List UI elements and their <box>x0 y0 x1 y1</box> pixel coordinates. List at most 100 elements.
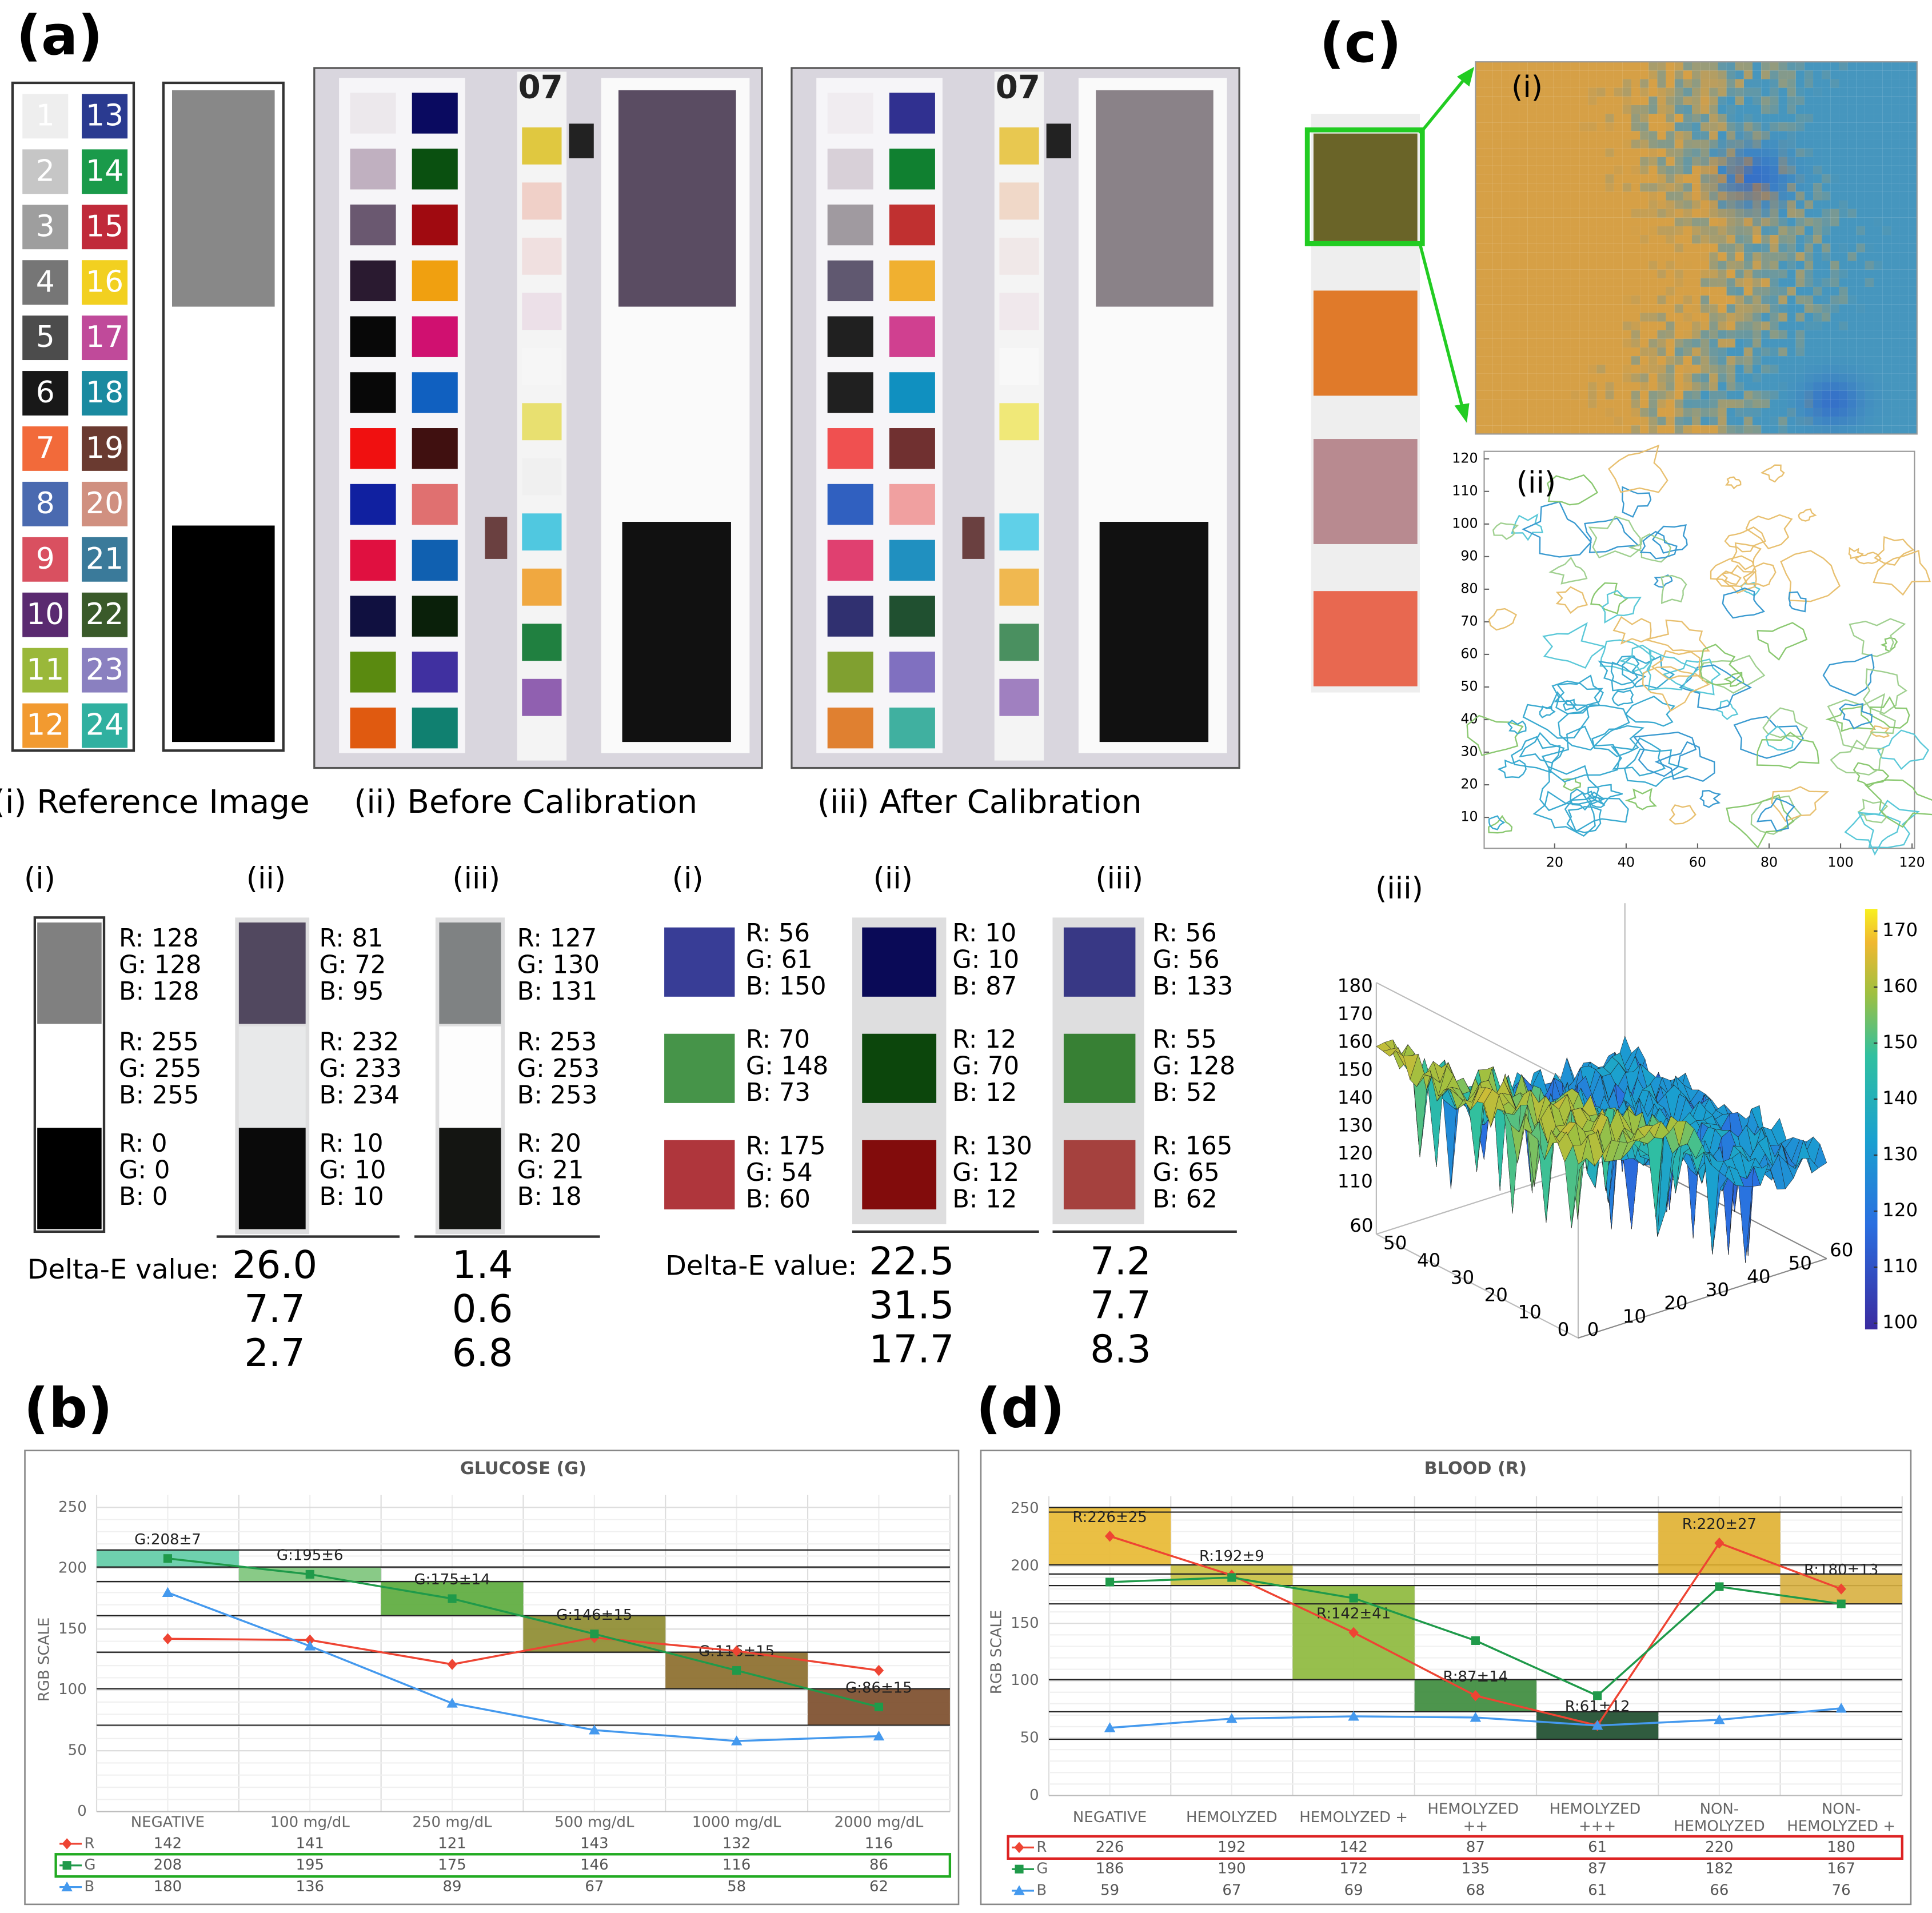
heatmap-cell <box>1899 425 1909 434</box>
heatmap-cell <box>1701 408 1710 417</box>
heatmap-cell <box>1579 122 1588 131</box>
heatmap-cell <box>1570 209 1580 218</box>
heatmap-cell <box>1579 330 1588 339</box>
heatmap-cell <box>1648 304 1658 313</box>
heatmap-cell <box>1795 226 1805 235</box>
heatmap-cell <box>1778 278 1787 287</box>
heatmap-cell <box>1475 79 1484 88</box>
heatmap-cell <box>1640 304 1649 313</box>
heatmap-cell <box>1795 408 1805 417</box>
heatmap-cell <box>1666 399 1675 408</box>
rgb-value: B: 150 <box>746 972 827 1001</box>
heatmap-cell <box>1822 417 1831 426</box>
heatmap-cell <box>1544 217 1554 226</box>
heatmap-cell <box>1484 191 1493 201</box>
heatmap-cell <box>1596 261 1606 270</box>
heatmap-cell <box>1614 209 1623 218</box>
heatmap-cell <box>1804 122 1814 131</box>
heatmap-cell <box>1743 417 1753 426</box>
heatmap-cell <box>1847 425 1857 434</box>
table-value: 172 <box>1339 1860 1368 1878</box>
heatmap-cell <box>1648 235 1658 244</box>
heatmap-cell <box>1813 235 1822 244</box>
heatmap-cell <box>1865 321 1874 330</box>
heatmap-cell <box>1657 330 1666 339</box>
heatmap-cell <box>1701 425 1710 434</box>
heatmap-cell <box>1527 425 1536 434</box>
rgb-value: B: 253 <box>517 1081 598 1110</box>
heatmap-cell <box>1510 347 1519 357</box>
heatmap-cell <box>1856 200 1865 209</box>
heatmap-cell <box>1813 157 1822 166</box>
contour-line <box>1715 564 1757 594</box>
heatmap-cell <box>1553 200 1562 209</box>
heatmap-cell <box>1501 373 1510 382</box>
heatmap-cell <box>1527 252 1536 261</box>
table-value: 175 <box>438 1856 466 1874</box>
heatmap-cell <box>1579 200 1588 209</box>
heatmap-cell <box>1891 425 1900 434</box>
heatmap-cell <box>1510 356 1519 365</box>
photo-patch <box>889 428 935 469</box>
heatmap-cell <box>1761 209 1770 218</box>
heatmap-cell <box>1501 139 1510 149</box>
heatmap-cell <box>1614 330 1623 339</box>
patch-number: 22 <box>86 597 123 632</box>
heatmap-cell <box>1882 321 1891 330</box>
rgb-value: B: 52 <box>1153 1079 1218 1107</box>
patch-number: 19 <box>86 431 123 465</box>
heatmap-cell <box>1519 399 1528 408</box>
heatmap-cell <box>1614 261 1623 270</box>
heatmap-cell <box>1475 269 1484 278</box>
patch-number: 4 <box>36 265 55 299</box>
heatmap-cell <box>1847 114 1857 123</box>
heatmap-cell <box>1640 286 1649 296</box>
heatmap-cell <box>1761 157 1770 166</box>
heatmap-cell <box>1804 183 1814 192</box>
axis-line <box>1578 1258 1827 1339</box>
table-value: 167 <box>1827 1860 1855 1878</box>
contour-line <box>1788 591 1807 613</box>
heatmap-cell <box>1795 425 1805 434</box>
heatmap-cell <box>1640 96 1649 105</box>
heatmap-cell <box>1631 191 1640 201</box>
reference-patch <box>82 481 128 526</box>
heatmap-cell <box>1847 131 1857 140</box>
y-axis-label: RGB SCALE <box>988 1610 1005 1694</box>
patch-number: 10 <box>26 597 64 632</box>
color-patch <box>1063 1140 1136 1209</box>
heatmap-cell <box>1726 390 1735 400</box>
heatmap-cell <box>1743 139 1753 149</box>
heatmap-cell <box>1709 269 1718 278</box>
heatmap-cell <box>1804 321 1814 330</box>
heatmap-cell <box>1553 261 1562 270</box>
heatmap-cell <box>1718 96 1727 105</box>
photo-black <box>622 522 731 742</box>
heatmap-cell <box>1501 365 1510 374</box>
photo-patch <box>889 149 935 190</box>
heatmap-cell <box>1640 122 1649 131</box>
y-tick-label: 10 <box>1460 809 1478 825</box>
heatmap-cell <box>1596 87 1606 97</box>
heatmap-cell <box>1899 174 1909 183</box>
heatmap-cell <box>1492 226 1502 235</box>
photo-tag <box>1046 123 1071 158</box>
heatmap-cell <box>1570 295 1580 305</box>
rgb-value: B: 10 <box>319 1183 384 1211</box>
label-line: HEMOLYZED <box>1550 1800 1646 1818</box>
heatmap-cell <box>1709 191 1718 201</box>
reference-patch <box>82 94 128 139</box>
marker <box>61 1881 73 1892</box>
heatmap-cell <box>1822 382 1831 391</box>
heatmap-cell <box>1536 304 1545 313</box>
heatmap-cell <box>1804 286 1814 296</box>
legend-label: B <box>84 1878 94 1895</box>
heatmap-cell <box>1701 105 1710 114</box>
photo-patch <box>889 652 935 693</box>
heatmap-cell <box>1614 200 1623 209</box>
heatmap-cell <box>1899 87 1909 97</box>
heatmap-cell <box>1544 399 1554 408</box>
heatmap-cell <box>1553 408 1562 417</box>
heatmap-cell <box>1787 286 1796 296</box>
heatmap-cell <box>1631 425 1640 434</box>
